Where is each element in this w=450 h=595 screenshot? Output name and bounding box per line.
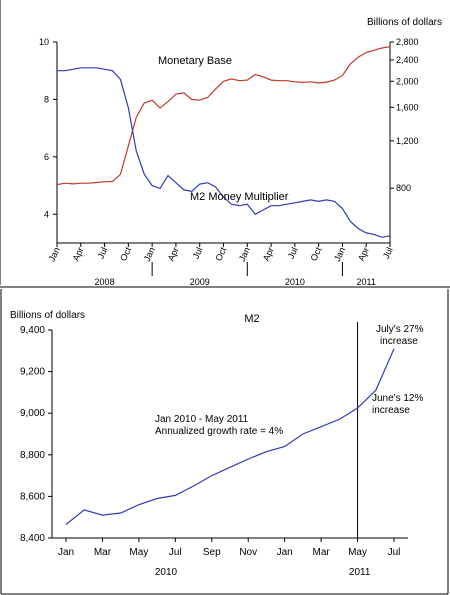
bottom-x-tick-label: Jul [169, 547, 182, 558]
top-right-tick-label: 2,400 [396, 55, 419, 65]
bottom-year-label: 2010 [155, 567, 178, 578]
bottom-chart-title: M2 [244, 313, 259, 325]
top-right-axis-unit: Billions of dollars [367, 17, 442, 28]
top-year-label: 2011 [357, 277, 376, 287]
top-x-tick-label: Apr [71, 246, 86, 263]
top-right-tick-label: 2,000 [396, 76, 419, 86]
annotation-july-line1: July's 27% [376, 324, 424, 335]
top-right-tick-label: 2,800 [396, 37, 419, 47]
top-x-tick-label: Oct [118, 245, 133, 262]
bottom-year-labels: 2010 2011 [155, 567, 371, 578]
top-x-tick-label: Jan [332, 246, 347, 263]
bottom-x-tick-label: Sep [203, 547, 221, 558]
top-x-tick-label: Jul [191, 246, 205, 261]
top-right-tick-label: 1,200 [396, 136, 419, 146]
money-multiplier-line [57, 67, 391, 238]
bottom-y-ticks: 8,400 8,600 8,800 9,000 9,200 9,400 [20, 325, 52, 544]
top-left-ticks: 4 6 8 10 [39, 37, 57, 219]
bottom-series-line [65, 348, 395, 525]
annotation-growth-rate: Annualized growth rate = 4% [155, 426, 283, 437]
top-x-tick-label: Jul [381, 246, 395, 261]
top-x-tick-label: Apr [261, 246, 276, 263]
top-x-tick-label: Jan [47, 246, 62, 263]
bottom-y-tick-label: 9,200 [20, 367, 45, 378]
bottom-x-tick-label: Jul [388, 547, 401, 558]
top-left-tick-label: 8 [44, 94, 49, 104]
top-right-ticks: 800 1,200 1,600 2,000 2,400 2,800 [390, 37, 419, 193]
top-series-lines [56, 46, 391, 238]
top-x-tick-label: Oct [308, 245, 323, 262]
money-multiplier-label: M2 Money Multiplier [190, 191, 289, 203]
bottom-x-tick-label: Nov [239, 547, 257, 558]
top-right-tick-label: 800 [396, 183, 411, 193]
top-x-tick-label: Jan [142, 246, 157, 263]
bottom-y-tick-label: 8,400 [20, 533, 45, 544]
top-year-label: 2009 [190, 277, 210, 287]
bottom-x-ticks: Jan Mar May Jul Sep Nov Jan Mar May Jul [58, 538, 400, 558]
bottom-y-tick-label: 8,800 [20, 450, 45, 461]
top-left-tick-label: 10 [39, 37, 49, 47]
bottom-year-label: 2011 [349, 567, 371, 578]
top-chart: Billions of dollars 4 6 8 10 800 1,200 1,600 2… [0, 0, 442, 287]
top-x-tick-label: Oct [213, 245, 228, 262]
bottom-y-tick-label: 9,400 [20, 325, 45, 336]
top-year-label: 2010 [285, 277, 305, 287]
bottom-x-tick-label: May [129, 547, 148, 558]
top-x-tick-label: Apr [356, 246, 371, 263]
bottom-y-axis-unit: Billions of dollars [10, 310, 85, 321]
top-year-label: 2008 [95, 277, 115, 287]
top-left-tick-label: 4 [44, 209, 49, 219]
annotation-july-line2: increase [380, 336, 418, 347]
bottom-y-tick-label: 8,600 [20, 491, 45, 502]
bottom-y-tick-label: 9,000 [20, 408, 45, 419]
annotation-june-line1: June's 12% [372, 393, 423, 404]
bottom-chart: Billions of dollars M2 8,400 8,600 8,800 9,… [0, 289, 449, 595]
top-left-tick-label: 6 [44, 152, 49, 162]
bottom-x-tick-label: May [348, 547, 367, 558]
bottom-x-tick-label: Mar [94, 547, 112, 558]
m2-line [65, 348, 395, 525]
top-x-tick-label: Jul [286, 246, 300, 261]
top-right-tick-label: 1,600 [396, 102, 419, 112]
top-x-ticks: Jan Apr Jul Oct Jan Apr Jul Oct Jan Apr Jul Oct Jan A… [47, 243, 395, 263]
top-x-tick-label: Jan [237, 246, 252, 263]
annotation-june-line2: increase [372, 405, 410, 416]
top-x-tick-label: Apr [166, 246, 181, 263]
bottom-x-tick-label: Jan [277, 547, 293, 558]
bottom-x-tick-label: Jan [58, 547, 74, 558]
bottom-x-tick-label: Mar [312, 547, 330, 558]
annotation-period: Jan 2010 - May 2011 [155, 414, 249, 425]
monetary-base-line [56, 46, 391, 186]
top-year-labels: 2008 2009 2010 2011 [95, 262, 376, 287]
monetary-base-label: Monetary Base [158, 55, 232, 67]
top-x-tick-label: Jul [95, 246, 109, 261]
